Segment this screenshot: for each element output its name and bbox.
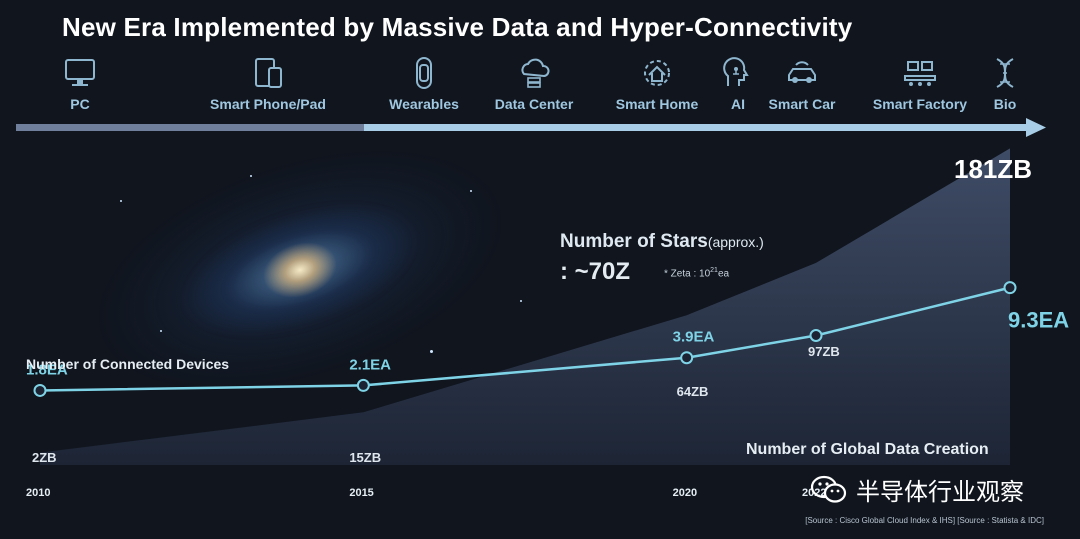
timeline-arrow-future bbox=[364, 124, 1028, 131]
data-area-layer bbox=[40, 148, 1010, 465]
stars-footnote: * Zeta : 1021ea bbox=[664, 267, 729, 279]
era-item-smart-phone: Smart Phone/Pad bbox=[203, 56, 333, 112]
devices-point bbox=[33, 383, 47, 397]
cloud-server-icon bbox=[521, 58, 550, 88]
car-icon bbox=[788, 61, 816, 83]
devices-point bbox=[809, 329, 823, 343]
phone-tablet-icon bbox=[255, 58, 282, 88]
watermark: 半导体行业观察 bbox=[810, 472, 1024, 507]
era-label: Bio bbox=[993, 96, 1017, 112]
devices-point bbox=[1003, 281, 1017, 295]
data-creation-area bbox=[40, 148, 1010, 465]
dna-icon bbox=[996, 58, 1014, 88]
x-tick-label: 2015 bbox=[349, 487, 373, 499]
star bbox=[160, 330, 162, 332]
wechat-icon bbox=[810, 475, 847, 503]
era-label: Data Center bbox=[494, 96, 574, 112]
star bbox=[250, 175, 252, 177]
era-label: Smart Factory bbox=[872, 96, 968, 112]
stars-heading: Number of Stars(approx.) bbox=[560, 231, 764, 253]
era-item-pc: PC bbox=[15, 56, 145, 112]
era-label: Smart Phone/Pad bbox=[210, 96, 326, 112]
stars-footnote-unit: ea bbox=[717, 268, 730, 280]
stars-footnote-exp: 21 bbox=[710, 267, 718, 274]
monitor-icon bbox=[65, 59, 95, 86]
factory-icon bbox=[904, 61, 936, 86]
star bbox=[120, 200, 122, 202]
devices-line-layer bbox=[33, 281, 1017, 397]
data-creation-label: 97ZB bbox=[808, 344, 840, 359]
star bbox=[430, 350, 433, 353]
watch-icon bbox=[416, 57, 432, 89]
timeline-arrowhead bbox=[1026, 118, 1046, 137]
era-label: AI bbox=[731, 96, 745, 112]
era-label: Wearables bbox=[389, 96, 459, 112]
x-tick-label: 2020 bbox=[673, 487, 697, 499]
timeline-arrow bbox=[16, 118, 1046, 137]
era-label: Smart Home bbox=[615, 96, 699, 112]
devices-point bbox=[680, 351, 694, 365]
devices-data-label: 3.9EA bbox=[673, 329, 715, 346]
stars-heading-text: Number of Stars bbox=[560, 231, 708, 252]
smart-home-icon bbox=[644, 60, 670, 86]
data-series-title: Number of Global Data Creation bbox=[746, 441, 989, 458]
stars-value: : ~70Z bbox=[560, 258, 631, 285]
era-item-smart-car: Smart Car bbox=[737, 56, 867, 112]
era-item-ai: AI bbox=[673, 56, 803, 112]
devices-data-label: 1.8EA bbox=[26, 361, 68, 378]
devices-point bbox=[356, 378, 370, 392]
era-label: PC bbox=[70, 96, 90, 112]
devices-data-label: 9.3EA bbox=[1008, 308, 1069, 333]
era-item-wearables: Wearables bbox=[359, 56, 489, 112]
devices-series-title: Number of Connected Devices bbox=[26, 356, 230, 372]
timeline-arrow-past bbox=[16, 124, 364, 131]
data-creation-label: 2ZB bbox=[32, 450, 57, 465]
era-item-data-center: Data Center bbox=[469, 56, 599, 112]
era-item-bio: Bio bbox=[940, 56, 1070, 112]
devices-data-label: 2.1EA bbox=[349, 356, 391, 373]
data-creation-label: 15ZB bbox=[349, 450, 381, 465]
stars-footnote-text: * Zeta : 10 bbox=[664, 268, 711, 280]
label-layer: 1.8EA 2.1EA 3.9EA 9.3EA 2ZB 15ZB 64ZB 97ZB 181ZB… bbox=[26, 154, 1069, 499]
era-item-smart-home: Smart Home bbox=[592, 56, 722, 112]
x-tick-label: 2010 bbox=[26, 487, 50, 499]
era-item-smart-factory: Smart Factory bbox=[855, 56, 985, 112]
star bbox=[520, 300, 522, 302]
star bbox=[470, 190, 472, 192]
watermark-text: 半导体行业观察 bbox=[856, 479, 1024, 506]
era-label: Smart Car bbox=[768, 96, 836, 112]
data-creation-label: 64ZB bbox=[677, 384, 709, 399]
data-creation-label: 181ZB bbox=[954, 154, 1032, 184]
page-title: New Era Implemented by Massive Data and … bbox=[62, 12, 853, 42]
source-note: [Source : Cisco Global Cloud Index & IHS… bbox=[805, 516, 1044, 525]
stars-heading-suffix: (approx.) bbox=[707, 234, 764, 250]
ai-head-icon bbox=[723, 57, 749, 86]
